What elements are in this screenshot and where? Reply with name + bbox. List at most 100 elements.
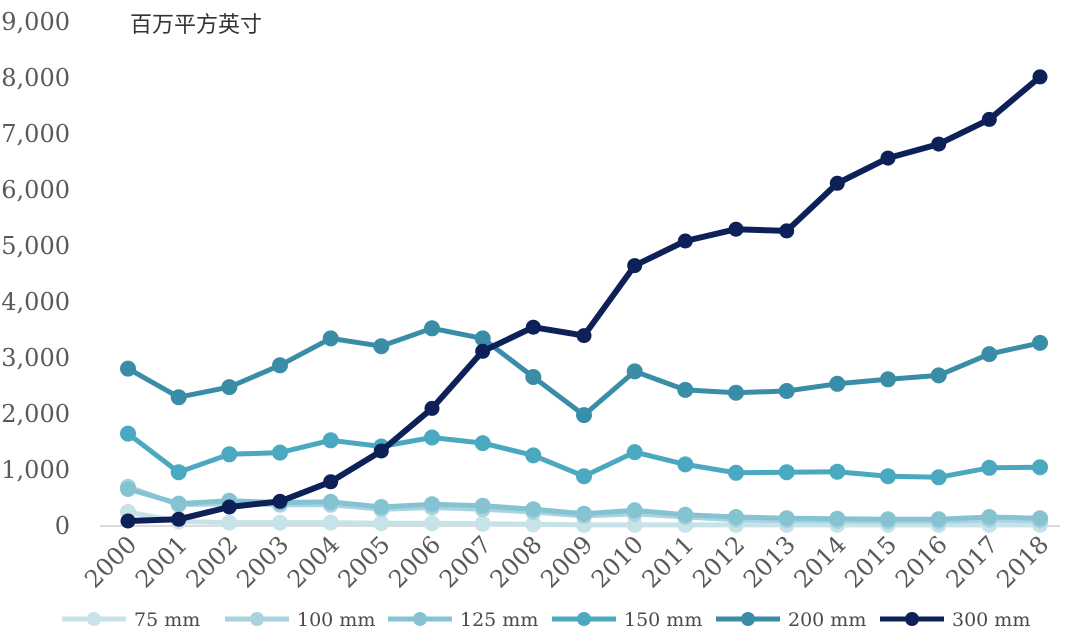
x-tick-label: 2013	[738, 530, 801, 593]
x-tick-label: 2014	[789, 530, 852, 593]
data-point	[322, 493, 339, 510]
data-point	[778, 510, 795, 527]
data-point	[626, 516, 643, 533]
y-tick-label: 8,000	[1, 64, 70, 92]
data-point	[221, 514, 238, 531]
data-point	[981, 111, 997, 127]
data-point	[171, 511, 187, 527]
data-point	[120, 513, 136, 529]
y-tick-label: 3,000	[1, 344, 70, 372]
data-point	[474, 435, 491, 452]
data-point	[576, 407, 592, 424]
x-axis-ticks: 2000200120022003200420052006200720082009…	[79, 530, 1054, 593]
data-point	[322, 330, 339, 347]
data-point	[474, 497, 491, 514]
data-point	[981, 459, 998, 476]
data-point	[1032, 334, 1048, 351]
data-point	[829, 175, 845, 191]
data-point	[474, 330, 491, 347]
data-point	[424, 400, 440, 416]
y-tick-label: 4,000	[1, 288, 70, 316]
data-point	[677, 456, 694, 473]
data-point	[120, 481, 136, 497]
data-point	[626, 444, 643, 461]
data-point	[525, 319, 541, 335]
data-point	[424, 429, 440, 446]
x-tick-label: 2007	[434, 530, 497, 593]
data-point	[880, 150, 896, 166]
data-point	[525, 516, 542, 533]
legend-swatch-marker	[905, 612, 919, 626]
legend-swatch-marker	[87, 612, 101, 626]
data-point	[779, 223, 795, 239]
legend-label: 75 mm	[134, 609, 200, 631]
x-tick-label: 2012	[687, 530, 750, 593]
data-point	[424, 496, 440, 513]
series-layer	[120, 69, 1048, 533]
data-point	[981, 509, 998, 525]
data-point	[221, 446, 238, 463]
data-point	[272, 514, 288, 531]
x-tick-label: 2009	[535, 530, 598, 593]
y-axis-ticks: 0 1,000 2,000 3,000 4,000 5,000 6,000 7,000 8,00…	[1, 8, 70, 540]
data-point	[272, 493, 288, 509]
data-point	[322, 432, 339, 449]
data-point	[170, 389, 187, 406]
data-point	[525, 369, 542, 385]
data-point	[576, 505, 592, 522]
data-point	[626, 363, 643, 380]
y-tick-label: 0	[55, 512, 70, 540]
x-tick-label: 2011	[637, 530, 700, 593]
x-tick-label: 2006	[383, 530, 446, 593]
x-tick-label: 2005	[333, 530, 396, 593]
data-point	[930, 367, 947, 384]
data-point	[1032, 510, 1048, 527]
data-point	[120, 425, 136, 442]
data-point	[373, 443, 389, 459]
x-tick-label: 2017	[941, 530, 1004, 593]
data-point	[525, 447, 542, 464]
y-tick-label: 2,000	[1, 400, 70, 428]
data-point	[829, 375, 846, 392]
data-point	[677, 381, 694, 398]
data-point	[221, 379, 238, 396]
data-point	[272, 444, 288, 461]
x-tick-label: 2015	[839, 530, 902, 593]
data-point	[829, 510, 846, 527]
series-200-mm	[120, 320, 1048, 424]
data-point	[778, 464, 795, 481]
data-point	[170, 464, 187, 481]
data-point	[981, 346, 998, 363]
data-point	[728, 221, 744, 237]
data-point	[424, 515, 440, 532]
data-point	[1032, 459, 1048, 476]
data-point	[931, 136, 947, 152]
data-point	[373, 338, 390, 355]
data-point	[576, 468, 592, 485]
data-point	[1032, 69, 1048, 85]
legend-label: 300 mm	[952, 609, 1030, 631]
data-point	[626, 502, 643, 519]
legend: 75 mm 100 mm 125 mm 150 mm 200 mm 300 mm	[62, 609, 1030, 631]
y-tick-label: 1,000	[1, 456, 70, 484]
data-point	[930, 511, 947, 528]
legend-swatch-marker	[577, 612, 591, 626]
data-point	[272, 357, 288, 374]
data-point	[576, 328, 592, 344]
data-point	[221, 499, 237, 515]
data-point	[474, 515, 491, 532]
data-point	[677, 506, 694, 523]
x-tick-label: 2004	[282, 530, 345, 593]
data-point	[930, 469, 947, 486]
data-point	[677, 233, 693, 249]
data-point	[525, 501, 542, 518]
data-point	[880, 511, 896, 528]
legend-label: 150 mm	[624, 609, 702, 631]
data-point	[475, 343, 491, 359]
legend-swatch-marker	[413, 612, 427, 626]
x-tick-label: 2008	[485, 530, 548, 593]
series-150-mm	[120, 425, 1048, 486]
data-point	[880, 371, 896, 388]
data-point	[728, 509, 744, 525]
